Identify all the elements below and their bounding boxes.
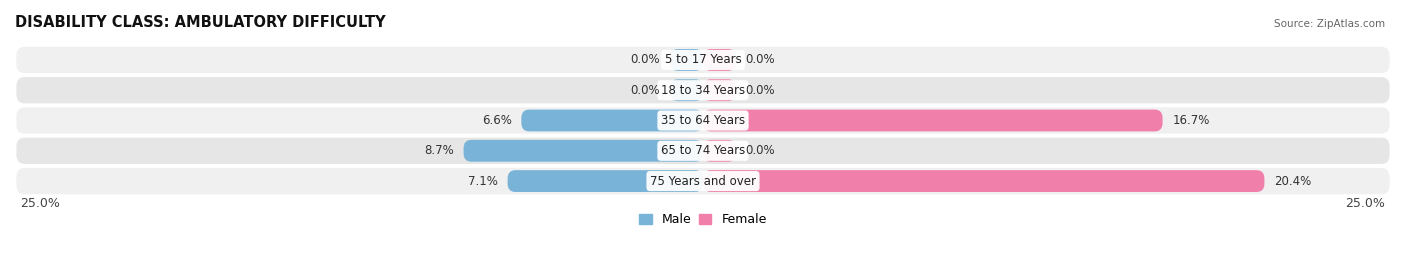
FancyBboxPatch shape xyxy=(703,109,1163,131)
Text: 0.0%: 0.0% xyxy=(745,54,775,66)
Text: 18 to 34 Years: 18 to 34 Years xyxy=(661,84,745,97)
FancyBboxPatch shape xyxy=(703,140,735,162)
FancyBboxPatch shape xyxy=(15,167,1391,196)
Text: 5 to 17 Years: 5 to 17 Years xyxy=(665,54,741,66)
Text: 75 Years and over: 75 Years and over xyxy=(650,175,756,187)
Text: 20.4%: 20.4% xyxy=(1274,175,1312,187)
FancyBboxPatch shape xyxy=(703,49,735,71)
Text: DISABILITY CLASS: AMBULATORY DIFFICULTY: DISABILITY CLASS: AMBULATORY DIFFICULTY xyxy=(15,15,385,30)
FancyBboxPatch shape xyxy=(15,136,1391,165)
Text: 6.6%: 6.6% xyxy=(482,114,512,127)
Text: 7.1%: 7.1% xyxy=(468,175,498,187)
FancyBboxPatch shape xyxy=(671,49,703,71)
Text: 8.7%: 8.7% xyxy=(425,144,454,157)
Text: 25.0%: 25.0% xyxy=(21,197,60,210)
Legend: Male, Female: Male, Female xyxy=(634,208,772,231)
Text: 35 to 64 Years: 35 to 64 Years xyxy=(661,114,745,127)
Text: 16.7%: 16.7% xyxy=(1173,114,1209,127)
Text: 65 to 74 Years: 65 to 74 Years xyxy=(661,144,745,157)
FancyBboxPatch shape xyxy=(15,45,1391,75)
FancyBboxPatch shape xyxy=(703,79,735,101)
Text: 0.0%: 0.0% xyxy=(631,84,661,97)
Text: 0.0%: 0.0% xyxy=(631,54,661,66)
FancyBboxPatch shape xyxy=(15,76,1391,105)
Text: 0.0%: 0.0% xyxy=(745,84,775,97)
FancyBboxPatch shape xyxy=(522,109,703,131)
Text: 25.0%: 25.0% xyxy=(1346,197,1385,210)
Text: Source: ZipAtlas.com: Source: ZipAtlas.com xyxy=(1274,19,1385,29)
FancyBboxPatch shape xyxy=(703,170,1264,192)
FancyBboxPatch shape xyxy=(464,140,703,162)
FancyBboxPatch shape xyxy=(508,170,703,192)
Text: 0.0%: 0.0% xyxy=(745,144,775,157)
FancyBboxPatch shape xyxy=(671,79,703,101)
FancyBboxPatch shape xyxy=(15,106,1391,135)
